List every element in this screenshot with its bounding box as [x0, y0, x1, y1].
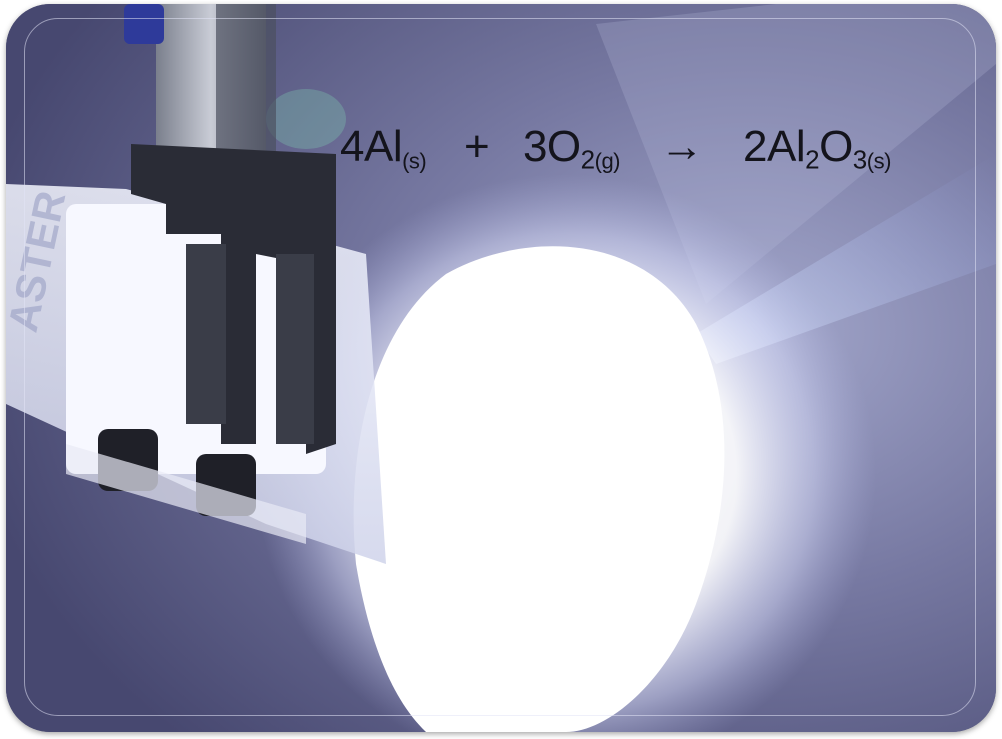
- product-subscript-al: 2: [805, 144, 820, 175]
- photo-frame: ASTER 4Al(s) + 3O2(g) → 2Al2O3(s): [6, 4, 996, 732]
- reactant2-coefficient: 3: [522, 122, 547, 171]
- reaction-arrow: →: [659, 122, 704, 171]
- reactant1-coefficient: 4: [340, 122, 364, 171]
- product-coefficient: 2: [742, 122, 767, 171]
- plus-sign: +: [464, 122, 490, 171]
- reactant1-state: (s): [402, 148, 427, 174]
- product-symbol-al: Al: [766, 122, 806, 171]
- chemical-equation: 4Al(s) + 3O2(g) → 2Al2O3(s): [340, 122, 891, 175]
- reactant2-subscript: 2: [580, 144, 595, 175]
- product-symbol-o: O: [819, 122, 853, 171]
- aluminum-combustion-photo: ASTER: [6, 4, 996, 732]
- product-state: (s): [866, 148, 892, 174]
- reactant1-symbol: Al: [363, 122, 403, 171]
- reactant2-state: (g): [594, 148, 621, 174]
- reactant2-symbol: O: [546, 122, 581, 171]
- product-subscript-o: 3: [852, 144, 867, 175]
